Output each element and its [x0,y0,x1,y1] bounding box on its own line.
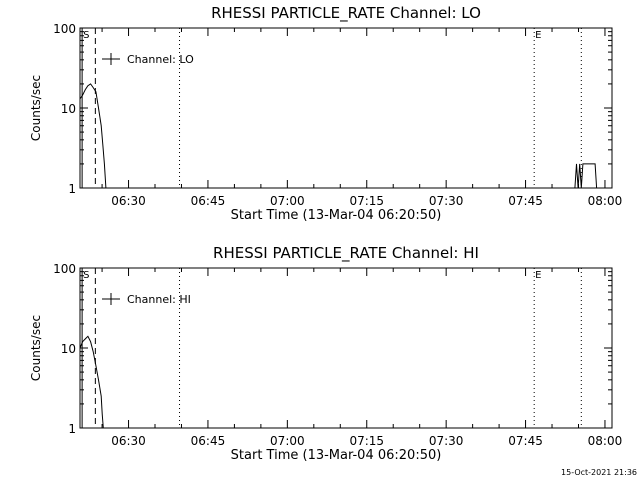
x-tick-label: 07:30 [429,434,464,448]
x-tick-label: 08:00 [588,434,623,448]
x-tick-label: 07:00 [270,434,305,448]
x-tick-label: 06:45 [191,434,226,448]
x-tick-label: 07:15 [349,194,384,208]
y-tick-label: 1 [68,182,76,196]
y-tick-label: 100 [53,262,76,276]
x-tick-label: 06:30 [111,194,146,208]
x-tick-label: 06:30 [111,434,146,448]
x-tick-label: 06:45 [191,194,226,208]
x-tick-label: 08:00 [588,194,623,208]
plot-frame [79,267,613,429]
y-axis-label: Counts/sec [29,75,43,141]
x-tick-label: 07:45 [508,434,543,448]
marker-label: S [83,30,89,41]
y-axis-label: Counts/sec [29,315,43,381]
x-tick-label: 07:15 [349,434,384,448]
chart-panel-hi: RHESSI PARTICLE_RATE Channel: HI Start T… [29,244,622,463]
plot-frame [79,27,613,189]
x-axis-label: Start Time (13-Mar-04 06:20:50) [231,208,442,223]
x-tick-label: 07:00 [270,194,305,208]
legend-label: Channel: LO [127,53,194,66]
chart-panel-lo: RHESSI PARTICLE_RATE Channel: LO Start T… [29,4,622,223]
x-tick-label: 07:45 [508,194,543,208]
y-tick-label: 100 [53,22,76,36]
series-line [79,83,107,189]
timestamp: 15-Oct-2021 21:36 [561,468,637,477]
series-line [79,335,104,429]
x-axis-label: Start Time (13-Mar-04 06:20:50) [231,448,442,463]
marker-label: S [83,270,89,281]
marker-label: E [535,270,541,281]
legend-label: Channel: HI [127,293,191,306]
marker-label: E [535,30,541,41]
y-tick-label: 1 [68,422,76,436]
chart-title: RHESSI PARTICLE_RATE Channel: LO [211,4,481,23]
x-tick-label: 07:30 [429,194,464,208]
chart-title: RHESSI PARTICLE_RATE Channel: HI [213,244,479,263]
series-line [574,163,598,189]
y-tick-label: 10 [61,342,76,356]
y-tick-label: 10 [61,102,76,116]
